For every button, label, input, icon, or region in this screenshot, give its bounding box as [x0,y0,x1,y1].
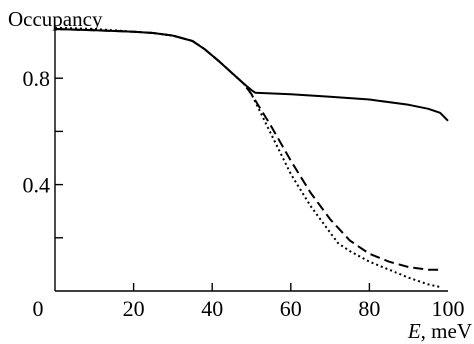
x-axis-variable: E [407,319,421,343]
x-tick-label: 20 [123,296,145,321]
y-tick-label: 0.4 [23,173,51,198]
axes [54,25,448,292]
series-group [54,26,449,288]
x-tick-label: 0 [33,296,44,321]
x-tick-label: 60 [280,296,302,321]
series-line-solid [54,28,449,122]
x-tick-label: 40 [201,296,223,321]
x-tick-label: 80 [358,296,380,321]
x-axis-unit: , meV [421,319,472,343]
x-tick-label: 100 [432,296,465,321]
series-line-dotted [54,26,441,288]
ticks: 0 20 40 60 80 100 0.4 0.8 [23,66,465,321]
x-axis-label: E, meV [407,319,472,343]
y-tick-label: 0.8 [23,66,51,91]
series-line-dashed [54,28,441,271]
